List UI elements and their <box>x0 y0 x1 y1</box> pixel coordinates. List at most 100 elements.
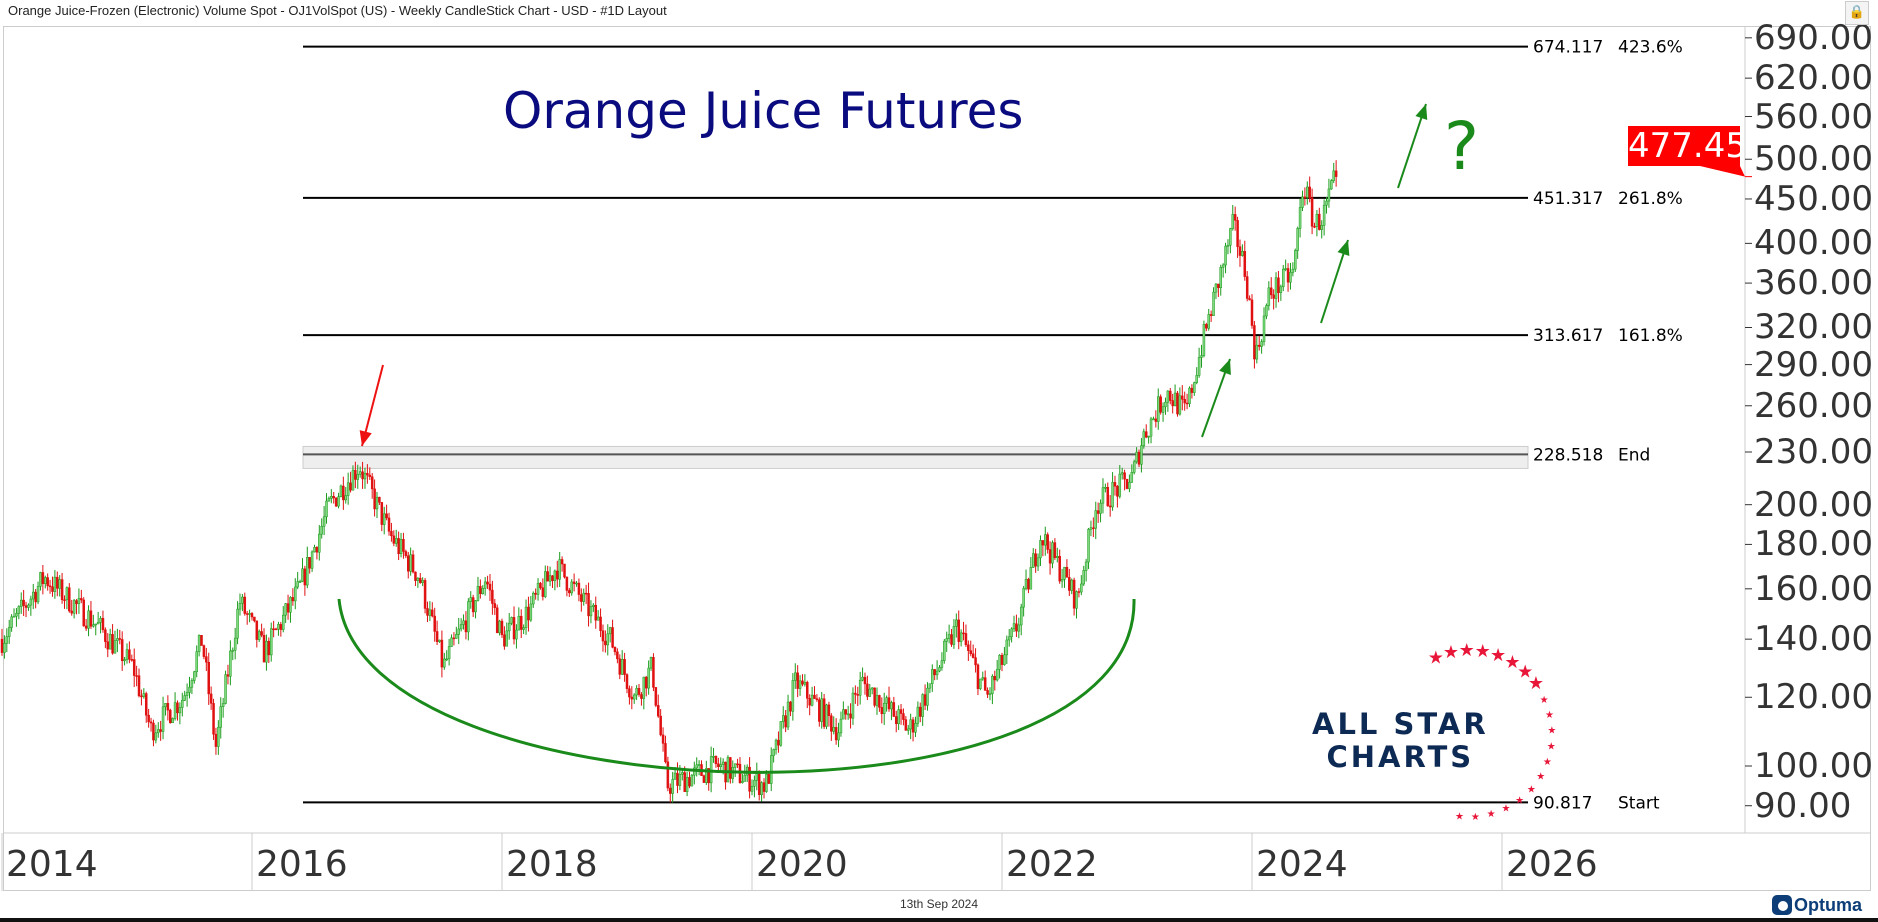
lock-icon[interactable]: 🔒 <box>1845 1 1869 25</box>
candle-body <box>1128 482 1131 489</box>
fib-level-value: 674.117 <box>1533 38 1603 58</box>
candle-body <box>382 513 386 525</box>
candle-body <box>455 634 458 639</box>
candle-body <box>229 650 232 677</box>
candle-body <box>1130 472 1134 483</box>
candle-body <box>1269 287 1273 296</box>
candle-body <box>616 651 619 660</box>
candle-body <box>284 603 287 616</box>
logo-star-icon: ★ <box>1475 641 1491 662</box>
logo-star-icon: ★ <box>1547 726 1556 737</box>
candle-body <box>178 707 182 714</box>
candle-body <box>459 624 463 630</box>
candle-body <box>777 739 780 746</box>
candle-body <box>697 764 701 766</box>
candle-body <box>820 698 823 722</box>
candle-body <box>690 774 694 787</box>
candle-body <box>806 682 809 699</box>
candle-body <box>661 734 665 744</box>
candle-body <box>450 637 453 647</box>
candle-body <box>205 656 208 663</box>
candle-body <box>794 672 797 681</box>
candle-body <box>671 779 674 794</box>
candle-body <box>358 471 362 475</box>
candle-body <box>488 583 492 591</box>
candle-body <box>1294 250 1297 270</box>
candle-body <box>1226 244 1230 247</box>
candle-body <box>344 495 347 501</box>
candle-body <box>748 766 751 792</box>
candle-body <box>572 581 576 584</box>
y-tick-label: 140.00 <box>1754 619 1873 660</box>
candle-body <box>834 727 838 741</box>
logo-line-2: CHARTS <box>1326 740 1475 774</box>
candle-body <box>120 639 124 662</box>
candle-body <box>647 667 650 689</box>
candle-body <box>1147 435 1150 438</box>
x-tick-label: 2026 <box>1506 844 1598 885</box>
candle-body <box>789 701 792 712</box>
candle-body <box>169 709 172 724</box>
candle-body <box>943 640 946 661</box>
candle-body <box>277 624 280 630</box>
candle-body <box>529 603 533 621</box>
candle-body <box>666 761 670 789</box>
candle-body <box>1231 214 1235 229</box>
candle-body <box>798 680 802 689</box>
candle-body <box>219 706 222 728</box>
candle-body <box>113 640 117 654</box>
candle-body <box>1039 540 1042 559</box>
candle-body <box>947 634 951 639</box>
candle-body <box>688 777 691 787</box>
candle-body <box>866 683 869 697</box>
candle-body <box>1255 344 1259 360</box>
fib-level-label: Start <box>1618 793 1660 813</box>
candle-body <box>351 469 355 491</box>
logo-star-icon: ★ <box>1455 811 1464 822</box>
candle-body <box>782 715 785 722</box>
candle-body <box>608 627 612 635</box>
candle-body <box>556 570 559 580</box>
candle-body <box>1200 355 1203 358</box>
candle-body <box>678 774 682 786</box>
candle-body <box>154 732 158 741</box>
candle-body <box>563 563 566 578</box>
candle-body <box>375 496 379 510</box>
candle-body <box>303 568 307 586</box>
candle-body <box>368 474 372 477</box>
candle-body <box>255 620 259 640</box>
green-arrow-head <box>1337 240 1350 256</box>
candle-body <box>702 775 706 783</box>
candle-body <box>1123 472 1126 480</box>
candle-body <box>1084 561 1088 571</box>
candle-body <box>75 600 78 605</box>
candle-body <box>923 694 927 706</box>
logo-star-icon: ★ <box>1543 757 1552 768</box>
candle-body <box>1217 283 1220 288</box>
candle-body <box>1044 534 1047 546</box>
candle-body <box>769 755 773 784</box>
candle-body <box>3 643 6 653</box>
candle-body <box>729 757 732 779</box>
candle-body <box>10 616 13 628</box>
candle-body <box>935 670 939 676</box>
logo-star-icon: ★ <box>1517 661 1533 682</box>
candle-body <box>1229 228 1232 246</box>
candle-body <box>558 559 561 580</box>
candle-body <box>765 773 768 792</box>
candle-body <box>1125 478 1129 489</box>
candle-body <box>361 471 364 480</box>
candle-body <box>301 568 304 582</box>
candle-body <box>32 591 35 600</box>
logo-star-icon: ★ <box>1502 804 1511 815</box>
candle-body <box>1003 654 1006 665</box>
candle-body <box>245 613 249 615</box>
candle-body <box>7 627 11 637</box>
candle-body <box>767 773 771 784</box>
candle-body <box>1224 245 1227 266</box>
candle-body <box>950 634 953 645</box>
candle-body <box>409 554 412 572</box>
candle-body <box>505 630 509 647</box>
candle-body <box>991 676 994 694</box>
